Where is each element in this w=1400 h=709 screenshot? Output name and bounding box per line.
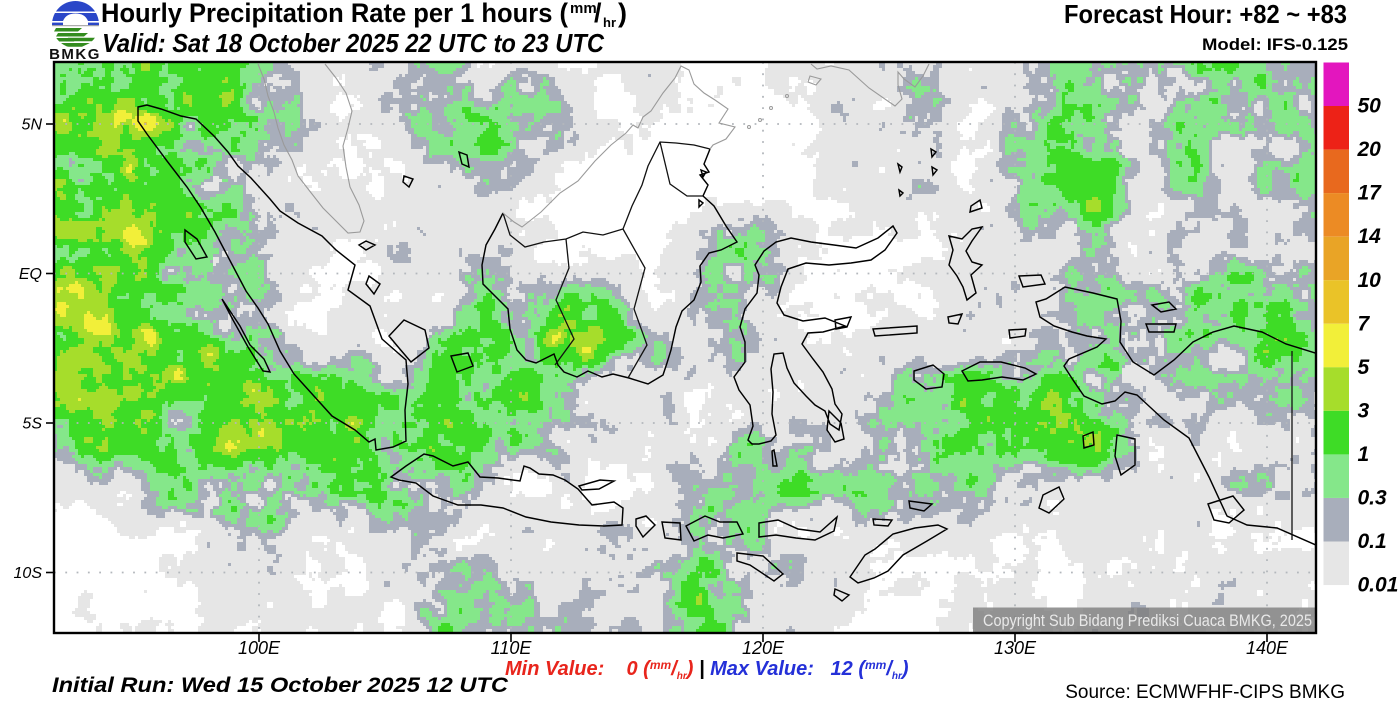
svg-text:5N: 5N [22, 117, 43, 134]
svg-text:Hourly Precipitation Rate per: Hourly Precipitation Rate per 1 hours ( [101, 0, 568, 28]
svg-text:0.3: 0.3 [1358, 487, 1388, 510]
svg-text:5S: 5S [22, 416, 42, 433]
svg-text:Source: ECMWFHF-CIPS BMKG: Source: ECMWFHF-CIPS BMKG [1065, 682, 1345, 703]
svg-text:hr: hr [603, 15, 616, 30]
svg-text:Model: IFS-0.125: Model: IFS-0.125 [1202, 35, 1348, 54]
svg-text:BMKG: BMKG [49, 46, 101, 63]
svg-text:Valid: Sat 18 October 2025 22: Valid: Sat 18 October 2025 22 UTC to 23 … [102, 28, 605, 58]
svg-text:7: 7 [1358, 312, 1371, 335]
svg-text:Copyright Sub Bidang Prediksi: Copyright Sub Bidang Prediksi Cuaca BMKG… [983, 611, 1312, 630]
svg-text:10: 10 [1358, 269, 1382, 292]
svg-text:110E: 110E [491, 638, 533, 658]
svg-text:10S: 10S [14, 565, 43, 582]
svg-text:Min Value: 0 (mm/hr) | Max: Min Value: 0 (mm/hr) | Max Value: 12 (mm… [505, 658, 909, 682]
svg-text:140E: 140E [1246, 638, 1289, 658]
svg-text:14: 14 [1358, 225, 1382, 248]
svg-text:0.1: 0.1 [1358, 530, 1387, 553]
svg-text:3: 3 [1358, 399, 1370, 422]
svg-text:1: 1 [1358, 443, 1370, 466]
svg-text:5: 5 [1358, 356, 1370, 379]
svg-text:): ) [618, 0, 627, 28]
svg-text:EQ: EQ [19, 266, 42, 283]
svg-text:/: / [594, 0, 602, 28]
svg-text:50: 50 [1358, 95, 1382, 118]
svg-text:Forecast Hour: +82 ~ +83: Forecast Hour: +82 ~ +83 [1064, 0, 1347, 29]
svg-text:mm: mm [570, 0, 597, 17]
svg-text:20: 20 [1357, 138, 1382, 161]
svg-text:Initial Run: Wed 15 October 20: Initial Run: Wed 15 October 2025 12 UTC [52, 674, 509, 697]
svg-text:17: 17 [1358, 182, 1383, 205]
svg-text:100E: 100E [238, 638, 281, 658]
svg-text:120E: 120E [742, 638, 785, 658]
svg-text:0.01: 0.01 [1358, 574, 1399, 597]
svg-text:130E: 130E [994, 638, 1037, 658]
